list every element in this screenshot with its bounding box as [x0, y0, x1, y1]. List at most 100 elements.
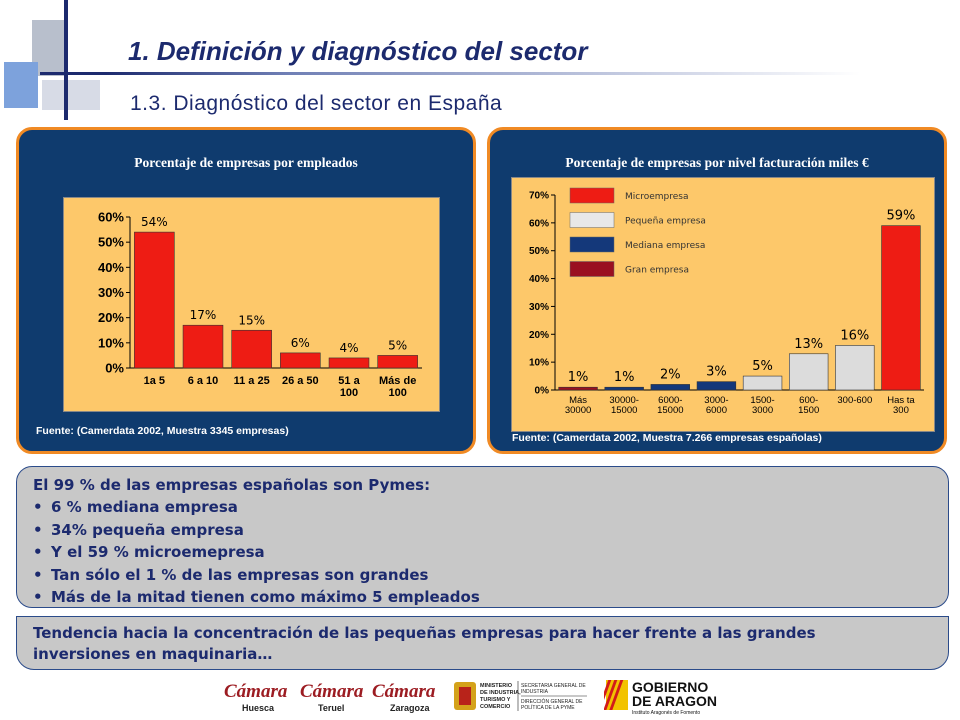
data-label: 15%: [238, 313, 265, 327]
camara-huesca-logo: Cámara Huesca: [224, 681, 288, 713]
data-label: 3%: [706, 365, 727, 380]
bar: [650, 384, 690, 391]
conclusion-box: Tendencia hacia la concentración de las …: [16, 616, 949, 670]
logo-text: SECRETARIA GENERAL DE: [521, 683, 586, 689]
list-item-text: Tan sólo el 1 % de las empresas son gran…: [51, 565, 429, 584]
y-tick-label: 0%: [535, 386, 550, 397]
header-decoration-square: [4, 62, 38, 108]
list-item: • Y el 59 % microemepresa: [33, 541, 948, 564]
x-tick-label: 600-: [799, 395, 818, 406]
bar: [881, 225, 921, 391]
x-tick-label: 3000: [752, 405, 773, 416]
legend-swatch: [569, 236, 615, 253]
chart-panel-revenue: Porcentaje de empresas por nivel factura…: [487, 127, 947, 454]
logo-text: GOBIERNO: [632, 679, 708, 695]
y-tick-label: 40%: [98, 260, 124, 275]
legend-label: Pequeña empresa: [625, 217, 706, 227]
chart-area: 0% 10% 20% 30% 40% 50% 60% 70% 1% Más 30000 1% 30000…: [511, 177, 935, 432]
x-tick-label: 11 a 25: [234, 375, 270, 387]
y-tick-label: 30%: [98, 285, 124, 300]
data-label: 1%: [568, 370, 589, 385]
bar: [558, 386, 598, 391]
logo-text: Instituto Aragonés de Fomento: [632, 710, 700, 716]
summary-box: El 99 % de las empresas españolas son Py…: [16, 466, 949, 608]
list-item: • 34% pequeña empresa: [33, 519, 948, 542]
bar: [231, 329, 272, 369]
data-label: 5%: [388, 338, 407, 352]
data-label: 1%: [614, 370, 635, 385]
list-item-text: Más de la mitad tienen como máximo 5 emp…: [51, 588, 480, 606]
legend-label: Gran empresa: [625, 266, 689, 276]
y-tick-label: 30%: [529, 302, 549, 313]
y-tick-label: 10%: [98, 335, 124, 350]
x-tick-label: 30000-: [609, 395, 639, 406]
chart-source: Fuente: (Camerdata 2002, Muestra 7.266 e…: [512, 432, 822, 444]
x-tick-label: 51 a: [338, 375, 360, 387]
chart-panel-employees: Porcentaje de empresas por empleados 0% 1…: [16, 127, 476, 454]
list-item-text: Y el 59 % microemepresa: [51, 543, 265, 561]
header-horizontal-rule: [40, 72, 860, 75]
conclusion-text-line: Tendencia hacia la concentración de las …: [33, 624, 816, 642]
camara-zaragoza-logo: Cámara Zaragoza: [372, 681, 436, 713]
x-tick-label: 6000: [706, 405, 727, 416]
logo-text: DE ARAGON: [632, 693, 717, 709]
y-tick-label: 10%: [529, 358, 549, 369]
x-tick-label: 300: [893, 405, 909, 416]
y-tick-label: 0%: [105, 361, 124, 376]
x-tick-label: 15000: [657, 405, 683, 416]
y-tick-label: 60%: [98, 210, 124, 225]
x-tick-label: 1a 5: [144, 375, 165, 387]
bullet-icon: •: [33, 498, 43, 516]
bullet-icon: •: [33, 520, 43, 539]
bar: [789, 353, 829, 391]
data-label: 2%: [660, 367, 681, 382]
logo-text: POLÍTICA DE LA PYME: [521, 704, 575, 711]
legend-label: Mediana empresa: [625, 241, 705, 251]
data-label: 17%: [190, 308, 217, 322]
data-label: 54%: [141, 215, 168, 229]
bar: [377, 355, 418, 369]
bullet-icon: •: [33, 565, 43, 584]
legend-swatch: [569, 187, 615, 204]
bar: [134, 231, 175, 369]
bar: [604, 386, 644, 391]
data-label: 16%: [840, 328, 869, 343]
logo-text: TURISMO Y: [480, 697, 511, 703]
chart-area: 0% 10% 20% 30% 40% 50% 60% 54% 1a 5 17% 6 a 10 15% 1…: [63, 197, 440, 412]
conclusion-text-line: inversiones en maquinaria…: [33, 645, 273, 663]
slide-subtitle: 1.3. Diagnóstico del sector en España: [130, 92, 503, 115]
list-item-text: 6 % mediana empresa: [51, 498, 238, 516]
y-tick-label: 20%: [529, 330, 549, 341]
data-label: 13%: [794, 337, 823, 352]
bar: [742, 375, 783, 391]
x-tick-label: 6 a 10: [188, 375, 219, 387]
ministerio-industria-logo: MINISTERIO DE INDUSTRIA, TURISMO Y COMER…: [454, 681, 587, 711]
bar-chart-employees: 0% 10% 20% 30% 40% 50% 60% 54% 1a 5 17% 6 a 10 15% 1…: [98, 210, 422, 399]
list-item-text: 34% pequeña empresa: [51, 520, 244, 539]
bar: [328, 357, 370, 369]
logo-text: INDUSTRIA: [521, 689, 549, 695]
camara-teruel-logo: Cámara Teruel: [300, 681, 364, 713]
bar: [696, 381, 737, 391]
chart-source: Fuente: (Camerdata 2002, Muestra 3345 em…: [36, 425, 289, 437]
x-tick-label: 30000: [565, 405, 591, 416]
x-tick-label: Más: [569, 395, 587, 406]
data-label: 5%: [752, 359, 773, 374]
x-tick-label: 100: [340, 387, 358, 399]
summary-list: • 6 % mediana empresa • 34% pequeña empres…: [33, 496, 948, 609]
x-tick-label: 6000-: [658, 395, 682, 406]
x-tick-label: 1500-: [750, 395, 774, 406]
x-tick-label: Más de: [379, 375, 416, 387]
data-label: 6%: [291, 336, 310, 350]
x-tick-label: 1500: [798, 405, 819, 416]
data-label: 4%: [339, 341, 358, 355]
bar: [182, 324, 224, 369]
y-tick-label: 40%: [529, 274, 549, 285]
list-item: • 6 % mediana empresa: [33, 496, 948, 519]
y-tick-label: 50%: [98, 235, 124, 250]
logo-text: DIRECCIÓN GENERAL DE: [521, 698, 583, 705]
logo-text: COMERCIO: [480, 704, 511, 710]
bullet-icon: •: [33, 543, 43, 561]
slide-title: 1. Definición y diagnóstico del sector: [128, 36, 588, 66]
chart-title: Porcentaje de empresas por nivel factura…: [565, 155, 869, 170]
